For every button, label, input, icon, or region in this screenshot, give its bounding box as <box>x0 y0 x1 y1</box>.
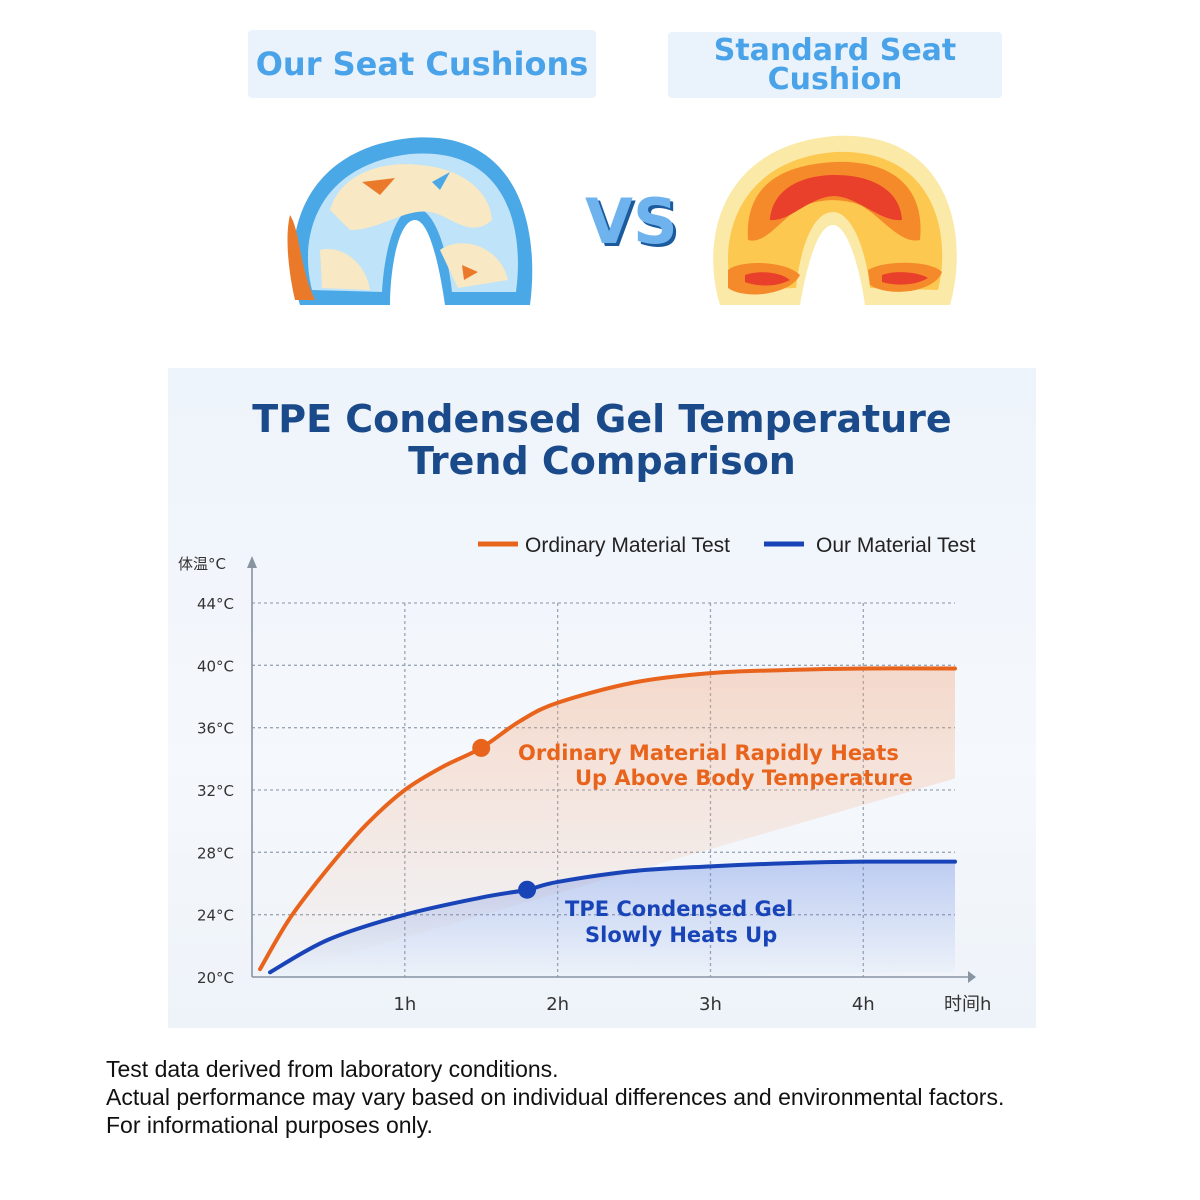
our-cushion-label: Our Seat Cushions <box>248 30 596 98</box>
disclaimer-line3: For informational purposes only. <box>106 1112 433 1138</box>
standard-cushion-label: Standard Seat Cushion <box>668 32 1002 98</box>
standard-cushion-label-line2: Cushion <box>767 62 903 97</box>
standard-cushion-label-line1: Standard Seat <box>713 33 957 68</box>
disclaimer-line1: Test data derived from laboratory condit… <box>106 1056 559 1082</box>
disclaimer-line2: Actual performance may vary based on ind… <box>106 1084 1005 1110</box>
hot-pressure-map-icon <box>713 135 957 305</box>
cool-pressure-map-icon <box>287 137 533 305</box>
disclaimer: Test data derived from laboratory condit… <box>106 1055 1186 1139</box>
our-cushion-label-text: Our Seat Cushions <box>255 45 589 83</box>
chart-title-line1: TPE Condensed Gel Temperature <box>252 397 952 441</box>
vs-text: VS <box>585 185 678 258</box>
chart-title: TPE Condensed Gel Temperature Trend Comp… <box>168 398 1036 482</box>
chart-title-line2: Trend Comparison <box>408 439 796 483</box>
heatmap-comparison <box>287 135 957 305</box>
